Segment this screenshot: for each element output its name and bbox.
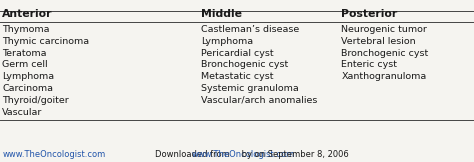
- Text: Thymoma: Thymoma: [2, 25, 50, 34]
- Text: Downloaded from: Downloaded from: [155, 150, 232, 159]
- Text: Thyroid/goiter: Thyroid/goiter: [2, 96, 69, 105]
- Text: by on September 8, 2006: by on September 8, 2006: [239, 150, 349, 159]
- Text: Thymic carcinoma: Thymic carcinoma: [2, 37, 90, 46]
- Text: Bronchogenic cyst: Bronchogenic cyst: [201, 60, 289, 69]
- Text: www.TheOncologist.com: www.TheOncologist.com: [2, 150, 106, 159]
- Text: Lymphoma: Lymphoma: [201, 37, 254, 46]
- Text: Vertebral lesion: Vertebral lesion: [341, 37, 416, 46]
- Text: Anterior: Anterior: [2, 9, 53, 19]
- Text: Systemic granuloma: Systemic granuloma: [201, 84, 299, 93]
- Text: Xanthogranuloma: Xanthogranuloma: [341, 72, 427, 81]
- Text: Teratoma: Teratoma: [2, 49, 47, 58]
- Text: Carcinoma: Carcinoma: [2, 84, 54, 93]
- Text: Vascular/arch anomalies: Vascular/arch anomalies: [201, 96, 318, 105]
- Text: Metastatic cyst: Metastatic cyst: [201, 72, 274, 81]
- Text: www.TheOncologist.com: www.TheOncologist.com: [191, 150, 295, 159]
- Text: Enteric cyst: Enteric cyst: [341, 60, 397, 69]
- Text: Castleman’s disease: Castleman’s disease: [201, 25, 300, 34]
- Text: Middle: Middle: [201, 9, 242, 19]
- Text: Lymphoma: Lymphoma: [2, 72, 55, 81]
- Text: Posterior: Posterior: [341, 9, 398, 19]
- Text: Germ cell: Germ cell: [2, 60, 48, 69]
- Text: Neurogenic tumor: Neurogenic tumor: [341, 25, 427, 34]
- Text: Vascular: Vascular: [2, 108, 43, 117]
- Text: Bronchogenic cyst: Bronchogenic cyst: [341, 49, 428, 58]
- Text: Pericardial cyst: Pericardial cyst: [201, 49, 274, 58]
